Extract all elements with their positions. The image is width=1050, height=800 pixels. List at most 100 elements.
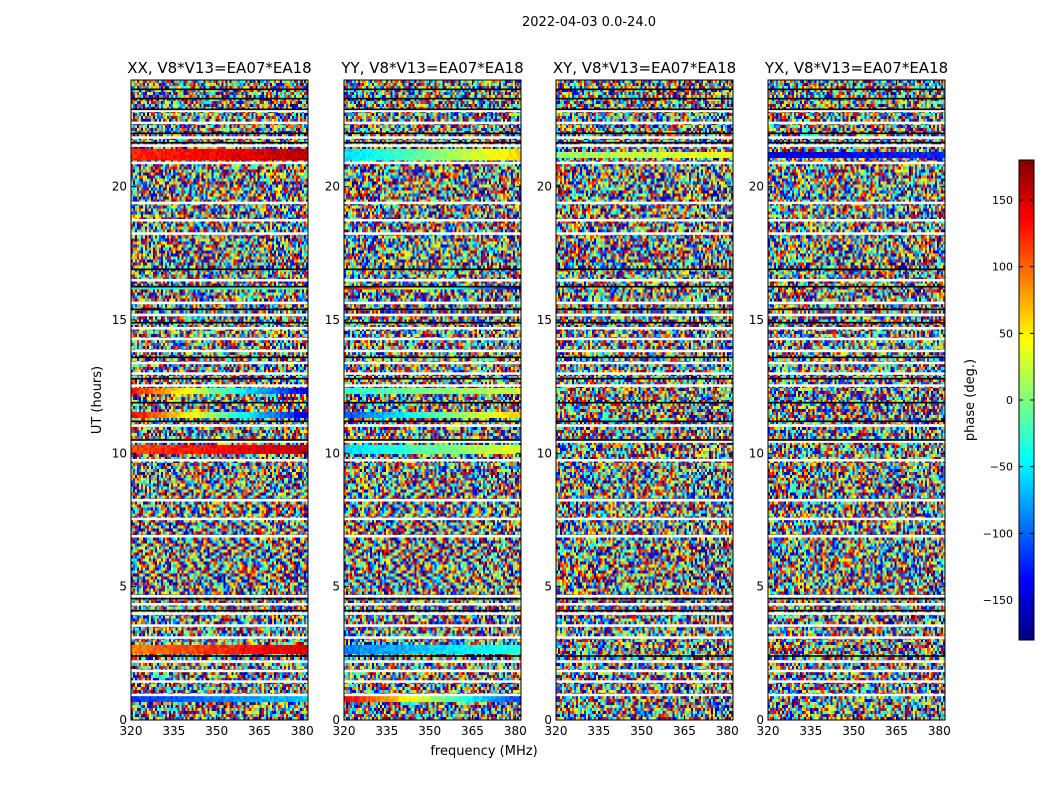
y-tick-label: 0 xyxy=(756,713,764,727)
flagged-gap xyxy=(131,459,308,462)
flagged-gap xyxy=(344,624,521,627)
flagged-gap xyxy=(768,680,945,683)
flagged-gap xyxy=(344,499,521,502)
dark-row xyxy=(131,321,308,324)
flagged-gap xyxy=(344,603,521,606)
dark-row xyxy=(768,285,945,288)
flagged-gap xyxy=(556,201,733,205)
x-tick-label: 335 xyxy=(375,724,398,738)
flagged-gap xyxy=(768,161,945,165)
panel-title: XY, V8*V13=EA07*EA18 xyxy=(553,59,736,77)
flagged-gap xyxy=(131,232,308,235)
flagged-gap xyxy=(344,459,521,462)
flagged-gap xyxy=(131,636,308,639)
y-tick-label: 10 xyxy=(749,446,764,460)
y-tick-label: 0 xyxy=(544,713,552,727)
y-tick-label: 15 xyxy=(325,313,340,327)
y-tick-label: 15 xyxy=(112,313,127,327)
flagged-gap xyxy=(556,301,733,305)
dark-row xyxy=(768,97,945,100)
dark-row xyxy=(768,321,945,324)
panel-frame xyxy=(130,79,309,721)
y-tick-label: 0 xyxy=(332,713,340,727)
flagged-gap xyxy=(556,349,733,353)
flagged-gap xyxy=(768,499,945,502)
dark-row xyxy=(344,108,521,111)
dark-row xyxy=(344,420,521,423)
x-tick-label: 365 xyxy=(885,724,908,738)
dark-row xyxy=(131,88,308,91)
y-axis-label: UT (hours) xyxy=(90,366,105,434)
flagged-gap xyxy=(556,517,733,521)
x-tick-label: 380 xyxy=(504,724,527,738)
dark-row xyxy=(344,88,521,91)
dark-row xyxy=(131,141,308,144)
flagged-gap xyxy=(556,595,733,598)
flagged-gap xyxy=(131,109,308,113)
flagged-gap xyxy=(556,161,733,165)
dark-row xyxy=(556,597,733,600)
flagged-gap xyxy=(131,301,308,305)
flagged-gap xyxy=(131,384,308,387)
y-tick-label: 20 xyxy=(112,180,127,194)
dark-row xyxy=(131,285,308,288)
flagged-gap xyxy=(131,121,308,125)
y-tick-label: 5 xyxy=(756,580,764,594)
dark-row xyxy=(768,439,945,441)
dark-row xyxy=(131,401,308,404)
flagged-gap xyxy=(768,603,945,606)
x-tick-label: 380 xyxy=(928,724,951,738)
dark-row xyxy=(131,356,308,359)
dark-row xyxy=(768,132,945,135)
dark-row xyxy=(344,132,521,135)
dark-row xyxy=(768,141,945,144)
flagged-gap xyxy=(344,595,521,598)
flagged-gap xyxy=(344,349,521,353)
flagged-gap xyxy=(344,144,521,147)
phase-heatmap xyxy=(556,80,733,720)
flagged-gap xyxy=(344,535,521,538)
colorbar: 150 100 50 0 −50 −100 −150 xyxy=(983,159,1035,641)
flagged-gap xyxy=(556,459,733,462)
flagged-gap xyxy=(344,313,521,317)
x-tick-label: 350 xyxy=(418,724,441,738)
x-tick-label: 350 xyxy=(842,724,865,738)
flagged-gap xyxy=(344,121,521,125)
x-tick-label: 320 xyxy=(120,724,143,738)
dark-row xyxy=(556,609,733,612)
dark-row xyxy=(556,132,733,135)
flagged-gap xyxy=(131,595,308,598)
y-tick-label: 5 xyxy=(119,580,127,594)
flagged-gap xyxy=(556,219,733,222)
flagged-gap xyxy=(556,372,733,375)
x-tick-label: 335 xyxy=(587,724,610,738)
flagged-gap xyxy=(131,535,308,538)
x-tick-label: 335 xyxy=(162,724,185,738)
panel-title: XX, V8*V13=EA07*EA18 xyxy=(127,59,311,77)
dark-row xyxy=(344,655,521,657)
dark-row xyxy=(344,401,521,404)
flagged-gap xyxy=(131,349,308,353)
flagged-gap xyxy=(344,301,521,305)
flagged-gap xyxy=(344,337,521,341)
flagged-gap xyxy=(344,660,521,663)
y-tick-label: 10 xyxy=(325,446,340,460)
y-tick-label: 20 xyxy=(537,180,552,194)
dark-row xyxy=(131,609,308,612)
dark-row xyxy=(344,268,521,271)
flagged-gap xyxy=(768,424,945,427)
flagged-gap xyxy=(131,313,308,317)
panel-2: YY, V8*V13=EA07*EA18 320 335 350 365 380 0 5 10 1… xyxy=(325,59,527,738)
flagged-gap xyxy=(556,424,733,427)
dark-row xyxy=(556,285,733,288)
dark-row xyxy=(768,420,945,423)
panel-frame xyxy=(343,79,522,721)
dark-row xyxy=(556,308,733,311)
flagged-gap xyxy=(344,232,521,235)
dark-row xyxy=(556,321,733,324)
flagged-gap xyxy=(556,680,733,683)
x-tick-label: 350 xyxy=(630,724,653,738)
flagged-gap xyxy=(131,612,308,615)
dark-row xyxy=(131,97,308,100)
y-tick-label: 10 xyxy=(537,446,552,460)
